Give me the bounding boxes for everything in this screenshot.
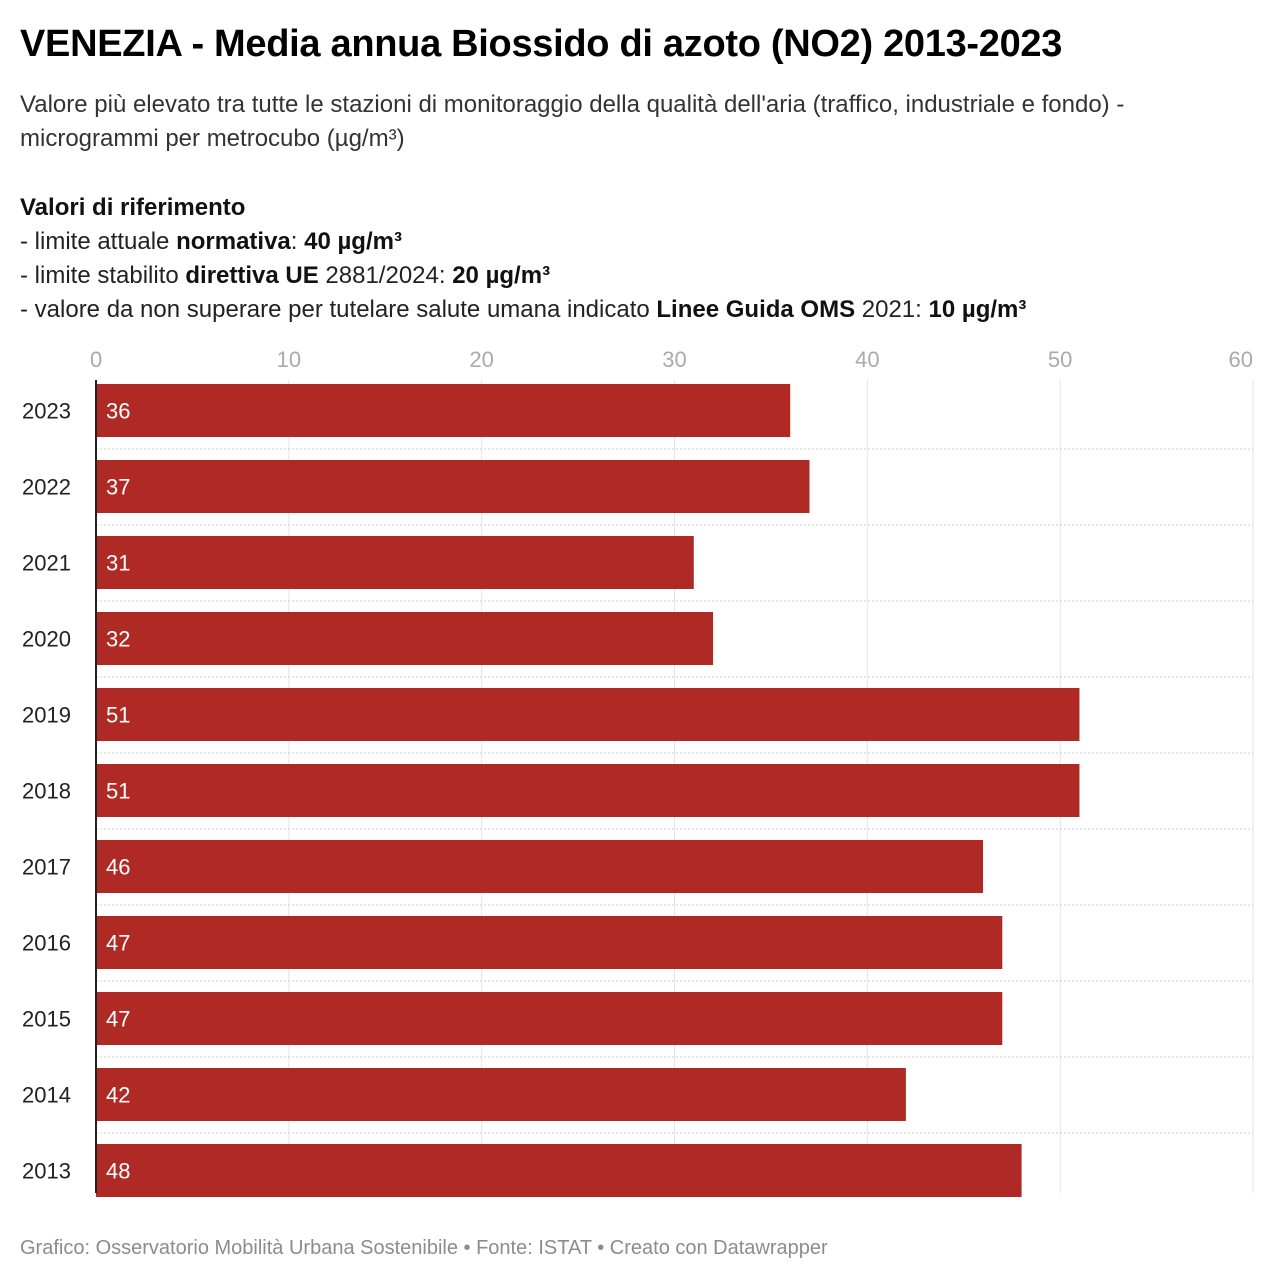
bar xyxy=(96,688,1080,741)
value-label: 32 xyxy=(106,627,130,652)
x-tick-label: 60 xyxy=(1229,347,1253,372)
x-tick-label: 50 xyxy=(1048,347,1072,372)
reference-text: - limite attuale xyxy=(20,228,177,255)
x-tick-label: 30 xyxy=(662,347,686,372)
reference-text: - valore da non superare per tutelare sa… xyxy=(20,296,657,323)
value-label: 42 xyxy=(106,1083,130,1108)
bar xyxy=(96,1068,906,1121)
reference-value: 40 µg/m³ xyxy=(304,228,402,255)
reference-line-normativa: - limite attuale normativa: 40 µg/m³ xyxy=(20,225,1250,259)
category-label: 2021 xyxy=(22,551,71,576)
category-label: 2017 xyxy=(22,855,71,880)
value-label: 31 xyxy=(106,551,130,576)
reference-text: - limite stabilito xyxy=(20,262,186,289)
reference-text: 2881/2024: xyxy=(318,262,453,289)
bar xyxy=(96,1144,1022,1197)
bar-chart: 0 10 20 30 40 50 60 2023 36 2022 37 2021 31 2020 32 201… xyxy=(22,347,1254,1197)
value-label: 51 xyxy=(106,703,130,728)
bar xyxy=(96,384,791,437)
reference-heading: Valori di riferimento xyxy=(20,194,246,221)
bar xyxy=(96,992,1003,1045)
category-label: 2023 xyxy=(22,399,71,424)
reference-line-direttiva: - limite stabilito direttiva UE 2881/202… xyxy=(20,259,1250,293)
value-label: 46 xyxy=(106,855,130,880)
x-tick-label: 20 xyxy=(469,347,493,372)
reference-text: : xyxy=(290,228,305,255)
value-label: 37 xyxy=(106,475,130,500)
reference-bold: direttiva UE xyxy=(185,262,319,289)
x-tick-label: 0 xyxy=(90,347,102,372)
category-label: 2018 xyxy=(22,779,71,804)
chart-title: VENEZIA - Media annua Biossido di azoto … xyxy=(20,23,1063,65)
reference-line-oms: - valore da non superare per tutelare sa… xyxy=(20,293,1250,327)
reference-bold: normativa xyxy=(176,228,291,255)
value-label: 36 xyxy=(106,399,130,424)
reference-text: 2021: xyxy=(855,296,929,323)
category-label: 2020 xyxy=(22,627,71,652)
reference-value: 20 µg/m³ xyxy=(452,262,551,289)
x-tick-label: 10 xyxy=(277,347,301,372)
reference-values: Valori di riferimento - limite attuale n… xyxy=(20,191,1250,327)
value-label: 47 xyxy=(106,1007,130,1032)
bar xyxy=(96,460,810,513)
bar xyxy=(96,536,694,589)
category-label: 2013 xyxy=(22,1159,71,1184)
bar xyxy=(96,764,1080,817)
category-label: 2016 xyxy=(22,931,71,956)
category-label: 2014 xyxy=(22,1083,71,1108)
bar xyxy=(96,840,984,893)
category-label: 2015 xyxy=(22,1007,71,1032)
reference-bold: Linee Guida OMS xyxy=(656,296,856,323)
value-label: 51 xyxy=(106,779,130,804)
x-tick-label: 40 xyxy=(855,347,879,372)
category-label: 2022 xyxy=(22,475,71,500)
chart-subtitle: Valore più elevato tra tutte le stazioni… xyxy=(20,91,1125,152)
value-label: 48 xyxy=(106,1159,130,1184)
bar xyxy=(96,916,1003,969)
category-label: 2019 xyxy=(22,703,71,728)
value-label: 47 xyxy=(106,931,130,956)
bar xyxy=(96,612,714,665)
reference-value: 10 µg/m³ xyxy=(928,296,1027,323)
chart-footer: Grafico: Osservatorio Mobilità Urbana So… xyxy=(20,1237,828,1259)
